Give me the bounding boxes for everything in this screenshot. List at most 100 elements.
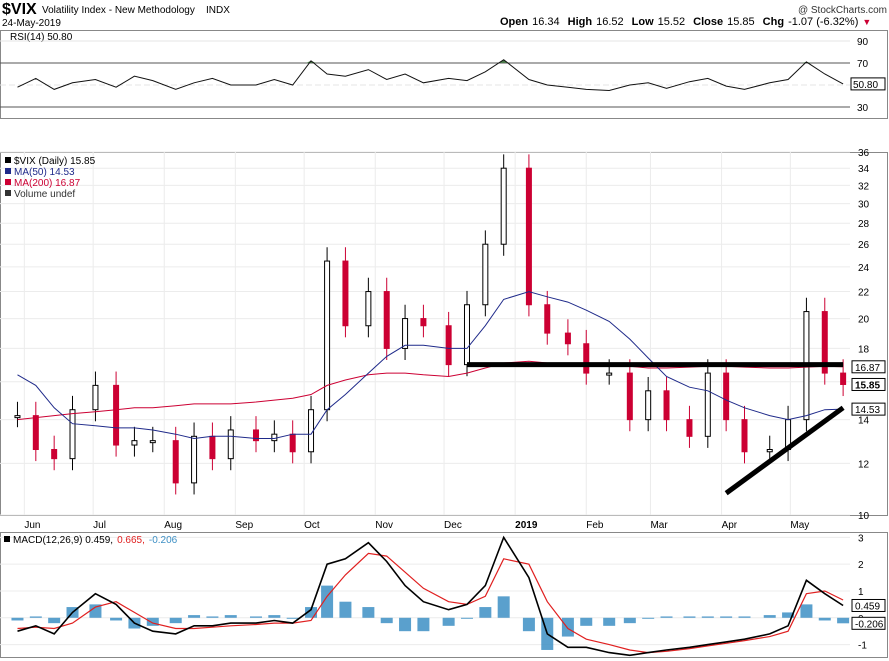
price-candle (324, 260, 331, 411)
macd-histogram-bar (188, 615, 201, 618)
macd-histogram-bar (580, 617, 593, 626)
price-tick-label: 24 (858, 263, 870, 274)
price-candle (32, 415, 39, 451)
macd-histogram-bar (11, 617, 24, 621)
macd-histogram-bar (380, 617, 393, 624)
macd-histogram-bar (497, 596, 510, 618)
macd-line (17, 535, 844, 657)
macd-histogram-bar (479, 607, 492, 618)
legend-swatch (5, 190, 11, 196)
ohlc-value-chg: -1.07 (-6.32%) (788, 16, 858, 28)
price-candle (113, 384, 120, 446)
x-tick-label: Sep (235, 520, 253, 531)
last-price-box (851, 377, 886, 391)
price-candle (252, 429, 259, 442)
x-tick-label: Jun (24, 520, 40, 531)
x-tick-label: May (790, 520, 809, 531)
ohlc-label-chg: Chg (763, 16, 784, 28)
price-candle (564, 332, 571, 345)
macd-histogram-bar (268, 615, 281, 618)
price-candle (209, 435, 216, 460)
macd-legend-title: MACD(12,26,9) 0.459, (13, 535, 113, 546)
macd-histogram-bar (339, 601, 352, 618)
price-candle (365, 291, 372, 327)
ma200-value-box (851, 360, 886, 374)
macd-histogram-bar (701, 616, 714, 618)
rsi-last-value: 50.80 (853, 80, 878, 91)
macd-histogram-bar (224, 615, 237, 618)
price-candle (525, 167, 532, 306)
rsi-frame (0, 30, 888, 119)
macd-hist-value-box (851, 616, 886, 630)
macd-tick-label: -1 (858, 641, 867, 652)
price-candle (583, 343, 590, 374)
price-tick-label: 14 (858, 416, 870, 427)
price-candle (544, 304, 551, 334)
price-candle (645, 390, 652, 421)
macd-value-box (851, 598, 886, 612)
macd-hist-value-box-text: -0.206 (855, 619, 884, 630)
price-candle (626, 372, 633, 421)
macd-histogram-bar (399, 617, 412, 632)
macd-histogram-bar (603, 617, 616, 626)
ohlc-row: Open 16.34 High 16.52 Low 15.52 Close 15.85 Chg -… (500, 16, 871, 28)
macd-histogram-bar (305, 607, 318, 618)
ohlc-label-close: Close (693, 16, 723, 28)
macd-histogram-bar (146, 617, 159, 626)
price-tick-label: 26 (858, 240, 870, 251)
ma50-value-box-text: 14.53 (855, 405, 880, 416)
macd-histogram-bar (818, 617, 831, 621)
price-tick-label: 10 (858, 511, 870, 522)
macd-histogram-bar (782, 612, 795, 618)
x-tick-label: Oct (304, 520, 320, 531)
price-candle (149, 440, 156, 444)
ohlc-value-close: 15.85 (727, 16, 755, 28)
price-candle (92, 384, 99, 411)
price-candle (227, 429, 234, 460)
price-candle (606, 372, 613, 376)
macd-value-box-text: 0.459 (855, 601, 880, 612)
macd-histogram-bar (738, 616, 751, 618)
price-candle (840, 372, 847, 385)
price-candle (14, 415, 21, 419)
price-candle (191, 435, 198, 484)
ohlc-value-low: 15.52 (658, 16, 686, 28)
price-candle (172, 440, 179, 484)
price-candle (663, 390, 670, 421)
x-tick-label: Mar (650, 520, 668, 531)
macd-histogram-bar (683, 616, 696, 618)
price-candle (463, 304, 470, 366)
ma200-value-box-text: 16.87 (855, 363, 880, 374)
rsi-tick-label: 70 (857, 59, 869, 70)
x-tick-label: 2019 (515, 520, 538, 531)
price-tick-label: 22 (858, 288, 870, 299)
macd-histogram-bar (800, 604, 813, 618)
macd-histogram-bar (286, 617, 299, 619)
x-tick-label: Feb (586, 520, 604, 531)
ma50-value-box (851, 402, 886, 416)
price-candle (704, 372, 711, 437)
macd-histogram-bar (206, 616, 219, 618)
price-legend-ma200: MA(200) 16.87 (14, 178, 81, 189)
price-candle (766, 449, 773, 453)
date-label: 24-May-2019 (2, 18, 61, 29)
macd-histogram-bar (169, 617, 182, 624)
macd-tick-label: 1 (858, 587, 864, 598)
ohlc-value-open: 16.34 (532, 16, 560, 28)
price-tick-label: 28 (858, 219, 870, 230)
rising-trendline (724, 405, 845, 496)
price-candle (51, 449, 58, 460)
ohlc-value-high: 16.52 (596, 16, 624, 28)
price-candle (271, 433, 278, 442)
price-tick-label: 18 (858, 344, 870, 355)
price-legend-volume: Volume undef (14, 189, 75, 200)
rsi-line (17, 59, 844, 92)
header-svg: $VIX Volatility Index - New Methodology … (2, 1, 887, 29)
price-candle (342, 260, 349, 327)
macd-histogram-bar (837, 617, 850, 624)
macd-frame (0, 532, 888, 658)
macd-histogram-bar (763, 615, 776, 618)
price-legend-vix: $VIX (Daily) 15.85 (14, 156, 96, 167)
x-tick-label: Jul (93, 520, 106, 531)
price-candle (383, 291, 390, 349)
